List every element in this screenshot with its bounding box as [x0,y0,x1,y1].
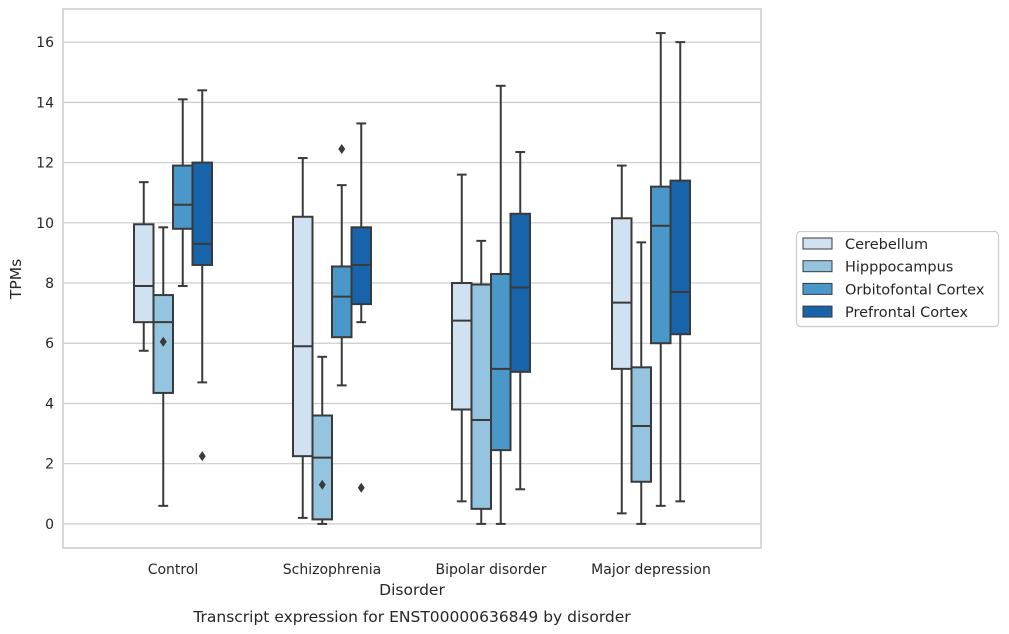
box-iqr [509,212,531,373]
box-series [133,32,691,525]
y-tick-label: 16 [36,35,54,51]
box-iqr [133,223,155,324]
y-axis-ticks: 0 2 4 6 8 10 12 14 16 [36,35,54,533]
box [611,164,633,515]
outlier-point [159,336,167,347]
y-tick-label: 6 [45,336,54,352]
box [490,84,512,525]
series-hipppocampus [152,226,652,525]
legend-item: Cerebellum [802,237,928,253]
box [650,32,672,507]
legend-swatch [802,282,833,295]
box-iqr [311,414,333,521]
legend-frame [795,230,1000,328]
outlier-point [198,451,206,462]
legend-swatch [802,305,833,318]
y-tick-label: 14 [36,95,54,111]
series-orbitofontal-cortex [172,32,672,525]
y-tick-label: 8 [45,276,54,292]
x-tick-label: Control [148,562,199,578]
box-iqr [490,272,512,452]
legend-item: Prefrontal Cortex [802,305,968,321]
box [172,98,194,288]
box [509,151,531,491]
outlier-point [338,144,346,155]
x-tick-label: Schizophrenia [283,562,381,578]
series-prefrontal-cortex [191,41,691,503]
box-iqr [292,215,314,458]
box [350,122,372,493]
box-iqr [630,366,652,483]
box [451,173,473,503]
plot-frame [62,8,762,549]
x-tick-label: Major depression [591,562,711,578]
box-iqr [470,283,492,510]
y-axis-title: TPMs [7,259,25,300]
box-iqr [331,265,353,339]
legend-swatch [802,260,833,273]
box-iqr [451,282,473,411]
chart-caption: Transcript expression for ENST0000063684… [192,608,631,626]
box [191,89,213,462]
legend-item: Orbitofontal Cortex [802,282,985,298]
box [133,181,155,352]
box-iqr [669,179,691,336]
box-iqr [172,164,194,230]
outlier-point [357,482,365,493]
x-axis-ticks: Control Schizophrenia Bipolar disorder Majo… [148,562,711,578]
y-tick-label: 12 [36,156,54,172]
box [331,144,353,387]
legend: Cerebellum Hipppocampus Orbitofontal Corte… [795,230,1000,328]
box [311,355,333,525]
box [630,241,652,525]
y-tick-label: 2 [45,457,54,473]
box [470,239,492,525]
box-iqr [191,161,213,266]
legend-item: Hipppocampus [802,260,953,276]
box [669,41,691,503]
y-tick-label: 10 [36,216,54,232]
box [152,226,174,507]
legend-label: Orbitofontal Cortex [845,282,985,298]
x-tick-label: Bipolar disorder [435,562,546,578]
series-cerebellum [133,157,633,519]
legend-label: Prefrontal Cortex [845,305,968,321]
y-tick-label: 4 [45,396,54,412]
legend-swatch [802,237,833,250]
box [292,157,314,519]
x-axis-title: Disorder [379,581,445,599]
legend-label: Hipppocampus [845,260,953,276]
box-iqr [611,217,633,370]
box-iqr [650,185,672,345]
outlier-point [318,479,326,490]
y-tick-label: 0 [45,517,54,533]
legend-label: Cerebellum [845,237,928,253]
